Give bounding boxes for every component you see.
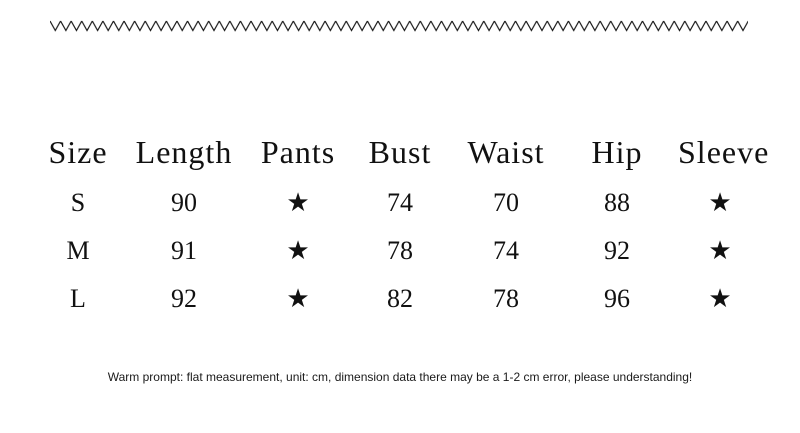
length-value: 92 [171, 284, 197, 313]
header-row: Size Length Pants Bust Waist Hip Sleeve [40, 125, 770, 179]
star-icon: ★ [708, 188, 732, 217]
bust-value: 82 [387, 284, 413, 313]
waist-value: 78 [493, 284, 519, 313]
column-header-bust: Bust [368, 133, 432, 170]
column-header-waist: Waist [467, 133, 545, 170]
table-row-s: S 90 ★ 74 70 88 ★ [40, 179, 762, 227]
table-row-l: L 92 ★ 82 78 96 ★ [40, 275, 762, 323]
column-header-sleeve: Sleeve [678, 133, 770, 170]
column-header-hip: Hip [591, 133, 643, 170]
star-icon: ★ [286, 284, 310, 313]
size-chart-table: Size Length Pants Bust Waist Hip Sleeve … [40, 125, 770, 323]
column-header-length: Length [135, 133, 233, 170]
star-icon: ★ [708, 284, 732, 313]
hip-value: 88 [604, 188, 630, 217]
column-header-pants: Pants [260, 133, 336, 170]
bust-value: 78 [387, 236, 413, 265]
waist-value: 70 [493, 188, 519, 217]
zigzag-divider [50, 18, 748, 33]
length-value: 90 [171, 188, 197, 217]
size-label: L [70, 284, 86, 313]
star-icon: ★ [286, 236, 310, 265]
star-icon: ★ [708, 236, 732, 265]
length-value: 91 [171, 236, 197, 265]
size-label: M [66, 236, 90, 265]
bust-value: 74 [387, 188, 413, 217]
waist-value: 74 [493, 236, 519, 265]
zigzag-divider-icon [50, 18, 748, 33]
star-icon: ★ [286, 188, 310, 217]
hip-value: 96 [604, 284, 630, 313]
warm-prompt-note: Warm prompt: flat measurement, unit: cm,… [107, 370, 693, 384]
table-row-m: M 91 ★ 78 74 92 ★ [40, 227, 762, 275]
hip-value: 92 [604, 236, 630, 265]
size-label: S [70, 188, 86, 217]
column-header-size: Size [48, 133, 108, 170]
